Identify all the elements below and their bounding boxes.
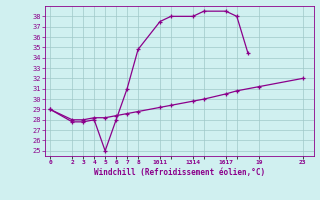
X-axis label: Windchill (Refroidissement éolien,°C): Windchill (Refroidissement éolien,°C) bbox=[94, 168, 265, 177]
